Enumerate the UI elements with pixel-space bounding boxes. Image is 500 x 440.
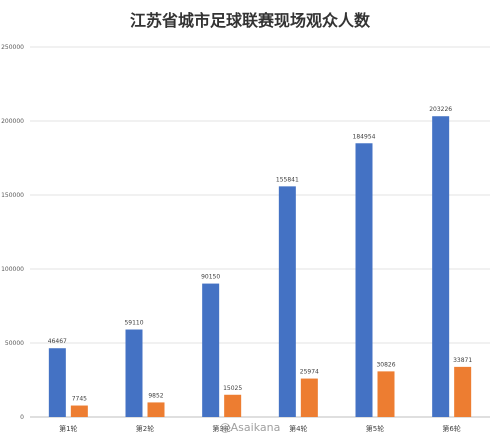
data-label: 15025 <box>223 385 242 392</box>
x-tick-label: 第5轮 <box>366 424 384 433</box>
data-label: 25974 <box>300 369 319 376</box>
bar <box>125 329 143 417</box>
bar <box>377 371 395 417</box>
data-label: 155841 <box>276 176 299 183</box>
y-tick-label: 250000 <box>1 44 24 51</box>
bar <box>48 348 66 417</box>
bar <box>70 405 88 417</box>
data-label: 59110 <box>124 320 143 327</box>
data-label: 33871 <box>453 357 472 364</box>
y-tick-label: 100000 <box>1 266 24 273</box>
bar <box>454 366 472 417</box>
x-tick-label: 第4轮 <box>289 424 307 433</box>
x-tick-label: 第6轮 <box>442 424 460 433</box>
bar <box>300 378 318 417</box>
bar <box>202 283 220 417</box>
y-tick-label: 150000 <box>1 192 24 199</box>
grid-lines <box>30 46 490 418</box>
bar <box>147 402 165 417</box>
y-axis: 0 50000 100000 150000 200000 250000 <box>1 44 24 421</box>
data-label: 7745 <box>72 396 87 403</box>
bar <box>224 394 242 417</box>
chart-title: 江苏省城市足球联赛现场观众人数 <box>130 11 371 30</box>
data-label: 30826 <box>376 361 395 368</box>
data-label: 184954 <box>353 133 376 140</box>
watermark: @Asaikana <box>220 421 281 434</box>
bars <box>48 116 472 418</box>
data-label: 203226 <box>429 106 452 113</box>
bar <box>432 116 450 417</box>
y-tick-label: 200000 <box>1 118 24 125</box>
x-tick-label: 第3轮 <box>212 424 230 433</box>
data-label: 46467 <box>48 338 67 345</box>
x-axis: 第1轮 第2轮 第3轮 第4轮 第5轮 第6轮 <box>59 424 461 433</box>
x-tick-label: 第1轮 <box>59 424 77 433</box>
x-tick-label: 第2轮 <box>136 424 154 433</box>
data-label: 90150 <box>201 274 220 281</box>
y-tick-label: 50000 <box>5 340 24 347</box>
bar <box>278 186 296 417</box>
y-tick-label: 0 <box>20 414 24 421</box>
data-labels: 46467 7745 59110 9852 90150 15025 155841 25974 1… <box>48 106 473 402</box>
bar <box>355 143 373 418</box>
data-label: 9852 <box>148 392 163 399</box>
